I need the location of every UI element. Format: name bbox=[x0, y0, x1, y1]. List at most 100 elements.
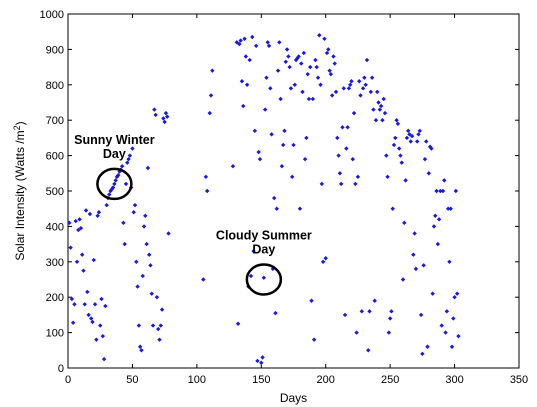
data-point bbox=[322, 36, 327, 41]
y-axis-title-main: Solar Intensity (Watts /m bbox=[13, 130, 27, 260]
data-point bbox=[357, 79, 362, 84]
y-tick-label-9: 900 bbox=[46, 44, 64, 56]
data-point bbox=[336, 153, 341, 158]
data-point bbox=[291, 142, 296, 148]
data-point bbox=[278, 96, 283, 102]
data-point bbox=[389, 309, 394, 314]
y-tick-label-0: 0 bbox=[58, 363, 64, 375]
data-point bbox=[435, 241, 441, 247]
data-point bbox=[287, 64, 292, 70]
data-point bbox=[349, 79, 354, 84]
data-point bbox=[368, 89, 374, 95]
data-point bbox=[405, 128, 411, 134]
data-point bbox=[400, 277, 406, 282]
data-point bbox=[380, 118, 385, 123]
data-point bbox=[381, 96, 386, 102]
data-point bbox=[394, 118, 399, 123]
data-point bbox=[83, 208, 89, 213]
data-point bbox=[152, 107, 157, 112]
data-point bbox=[203, 174, 209, 180]
data-point bbox=[292, 82, 297, 87]
data-point bbox=[408, 139, 413, 144]
data-point bbox=[154, 295, 160, 300]
data-point bbox=[125, 160, 130, 165]
y-tick-label-4: 400 bbox=[46, 221, 64, 233]
data-point bbox=[377, 107, 383, 112]
data-point bbox=[100, 333, 105, 339]
data-point bbox=[332, 61, 337, 66]
data-point bbox=[85, 289, 90, 295]
data-point bbox=[429, 146, 434, 151]
data-point bbox=[353, 181, 358, 187]
data-point bbox=[110, 185, 116, 190]
data-point bbox=[161, 116, 166, 121]
data-point bbox=[433, 213, 438, 218]
data-point bbox=[70, 320, 76, 325]
data-point bbox=[354, 330, 359, 335]
data-point bbox=[261, 275, 267, 280]
data-point bbox=[425, 344, 430, 349]
data-point bbox=[273, 310, 278, 316]
data-point bbox=[266, 43, 272, 49]
data-point bbox=[146, 252, 152, 257]
data-point bbox=[123, 181, 129, 187]
data-point bbox=[73, 218, 78, 224]
annotation-circle-0 bbox=[96, 167, 133, 201]
data-point bbox=[144, 241, 149, 247]
data-point bbox=[387, 316, 393, 321]
data-point bbox=[108, 188, 113, 194]
data-point bbox=[166, 231, 171, 236]
data-point bbox=[95, 213, 100, 218]
data-point bbox=[159, 307, 165, 312]
data-point bbox=[327, 68, 332, 73]
data-point bbox=[262, 107, 268, 112]
data-point bbox=[317, 33, 322, 38]
data-point bbox=[319, 181, 325, 187]
data-point bbox=[269, 132, 274, 137]
data-point bbox=[402, 220, 407, 226]
data-point bbox=[77, 217, 82, 222]
data-point bbox=[324, 50, 330, 56]
data-point bbox=[90, 319, 95, 325]
data-point bbox=[436, 217, 442, 222]
data-point bbox=[331, 54, 336, 59]
data-point bbox=[444, 309, 450, 314]
data-point bbox=[204, 188, 210, 194]
data-point bbox=[366, 348, 371, 353]
data-point bbox=[131, 210, 136, 215]
data-point bbox=[442, 178, 447, 183]
data-point bbox=[363, 82, 368, 87]
data-point bbox=[103, 303, 108, 309]
data-point bbox=[274, 206, 279, 211]
data-point bbox=[313, 57, 318, 63]
data-point bbox=[376, 100, 381, 105]
data-point bbox=[81, 268, 86, 273]
annotation-line2-0: Day bbox=[103, 147, 126, 161]
data-point bbox=[360, 86, 366, 91]
y-tick-label-7: 700 bbox=[46, 115, 64, 127]
data-point bbox=[404, 135, 410, 141]
data-point bbox=[277, 40, 282, 45]
data-point bbox=[247, 57, 252, 63]
data-point bbox=[234, 40, 240, 45]
data-point bbox=[79, 252, 85, 257]
data-point bbox=[390, 206, 395, 211]
data-point bbox=[412, 231, 417, 236]
y-axis-title-close: ) bbox=[13, 121, 27, 125]
data-point bbox=[416, 132, 421, 137]
data-point bbox=[148, 263, 153, 268]
data-point bbox=[122, 241, 127, 247]
data-point bbox=[98, 323, 103, 328]
data-point bbox=[86, 312, 91, 318]
data-point bbox=[296, 54, 301, 59]
data-point bbox=[422, 156, 428, 162]
plot-area bbox=[67, 13, 520, 369]
data-point bbox=[257, 156, 263, 162]
data-point bbox=[447, 259, 452, 264]
data-point bbox=[275, 68, 281, 73]
data-point bbox=[299, 61, 304, 66]
data-point bbox=[260, 355, 265, 360]
data-point bbox=[409, 133, 415, 139]
data-point bbox=[241, 103, 246, 109]
data-point bbox=[256, 149, 261, 155]
